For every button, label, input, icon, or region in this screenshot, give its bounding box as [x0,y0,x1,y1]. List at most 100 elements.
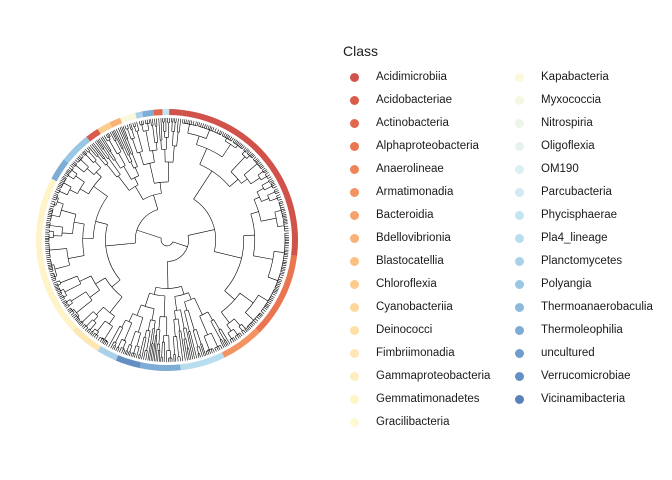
legend-swatch [350,164,359,174]
ring-segment [97,122,113,134]
legend-item: Parcubacteria [515,183,612,201]
legend-label: Cyanobacteriia [376,301,453,313]
legend-swatch [515,95,524,105]
legend-swatch [515,256,524,266]
legend-swatch [350,348,359,358]
legend-label: Blastocatellia [376,255,444,267]
legend-swatch [350,72,359,82]
legend-label: Verrucomicrobiae [541,370,631,382]
legend-item: Nitrospiria [515,114,593,132]
legend-label: Anaerolineae [376,163,444,175]
legend-swatch [515,141,524,151]
legend-label: Parcubacteria [541,186,612,198]
legend-item: Kapabacteria [515,68,609,86]
legend-swatch [350,256,359,266]
legend-label: Deinococci [376,324,433,336]
legend-item: Gammaproteobacteria [350,367,490,385]
legend-item: Gemmatimonadetes [350,390,480,408]
legend-item: Phycisphaerae [515,206,617,224]
legend-label: Planctomycetes [541,255,623,267]
legend-item: Chloroflexia [350,275,437,293]
legend-item: Gracilibacteria [350,413,450,431]
tree-branches [45,117,290,363]
ring-segment [221,328,260,358]
legend-label: Alphaproteobacteria [376,140,479,152]
legend-label: Gracilibacteria [376,416,450,428]
legend-swatch [350,302,359,312]
legend-item: Oligoflexia [515,137,595,155]
ring-segment [169,109,183,116]
tree-branch-paths [45,117,290,363]
legend-item: Planctomycetes [515,252,622,270]
legend-swatch [515,348,524,358]
legend-label: Chloroflexia [376,278,437,290]
legend-swatch [515,325,524,335]
legend-label: OM190 [541,163,579,175]
legend-swatch [350,95,359,105]
legend-item: Polyangia [515,275,592,293]
legend-swatch [350,325,359,335]
legend-label: Thermoanaerobaculia [541,301,653,313]
legend-item: Thermoleophilia [515,321,623,339]
legend-label: Bdellovibrionia [376,232,451,244]
legend-label: Oligoflexia [541,140,595,152]
legend-item: Acidimicrobiia [350,68,447,86]
legend-swatch [515,118,524,128]
ring-segment [36,178,78,332]
legend-item: OM190 [515,160,579,178]
legend-label: Gemmatimonadetes [376,393,480,405]
legend-label: Fimbriimonadia [376,347,455,359]
phylogenetic-tree [36,109,298,371]
legend-swatch [350,233,359,243]
legend-item: Fimbriimonadia [350,344,455,362]
legend-swatch [350,187,359,197]
legend-item: Myxococcia [515,91,601,109]
ring-segment [153,109,163,116]
legend-label: Thermoleophilia [541,324,623,336]
legend-label: Myxococcia [541,94,602,106]
legend-label: uncultured [541,347,595,359]
legend-swatch [515,394,524,404]
legend-label: Gammaproteobacteria [376,370,491,382]
legend-label: Armatimonadia [376,186,454,198]
legend-swatch [350,371,359,381]
legend-label: Bacteroidia [376,209,434,221]
legend-swatch [350,417,359,427]
class-ring [36,109,298,371]
legend-label: Pla4_lineage [541,232,608,244]
ring-segment [109,117,123,128]
legend-swatch [515,371,524,381]
ring-segment [139,362,181,371]
legend-label: Acidobacteriae [376,94,453,106]
legend-swatch [515,72,524,82]
legend-swatch [350,118,359,128]
ring-segment [255,255,298,333]
legend-item: Actinobacteria [350,114,449,132]
ring-segment [180,352,225,371]
legend-item: Acidobacteriae [350,91,452,109]
legend-item: Anaerolineae [350,160,444,178]
legend-label: Acidimicrobiia [376,71,447,83]
ring-segment [115,355,142,369]
legend-label: Polyangia [541,278,592,290]
legend-item: Alphaproteobacteria [350,137,479,155]
legend-item: Cyanobacteriia [350,298,453,316]
ring-segment [142,109,154,118]
legend-item: Blastocatellia [350,252,444,270]
legend-swatch [350,210,359,220]
legend-label: Nitrospiria [541,117,593,129]
legend: Class Acidimicrobiia Acidobacteriae Actino… [343,43,672,443]
ring-segment [97,346,119,361]
legend-swatch [515,233,524,243]
legend-swatch [515,302,524,312]
ring-segment [182,109,298,256]
legend-item: Verrucomicrobiae [515,367,630,385]
legend-swatch [515,164,524,174]
legend-swatch [350,279,359,289]
ring-segment [86,128,101,142]
legend-label: Kapabacteria [541,71,609,83]
legend-label: Phycisphaerae [541,209,618,221]
legend-label: Vicinamibacteria [541,393,626,405]
legend-swatch [515,187,524,197]
ring-segment [120,112,137,124]
